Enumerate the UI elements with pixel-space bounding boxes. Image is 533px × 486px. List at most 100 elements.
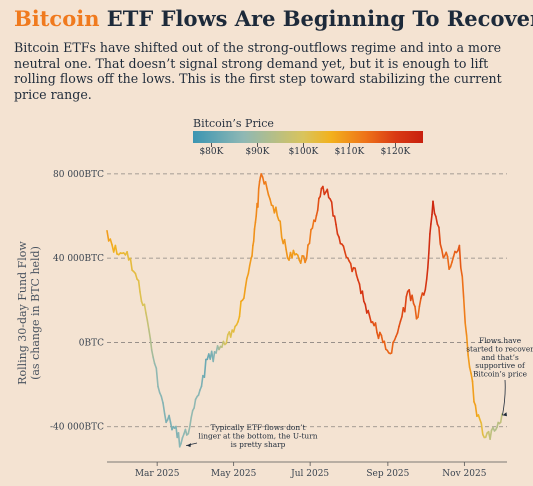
flow-line-segment [462,297,467,324]
flow-line-segment [184,428,188,436]
flow-line-segment [106,230,110,242]
legend-tick-label: $80K [199,147,224,157]
flow-line-segment [266,188,270,196]
y-tick-label: -40 000BTC [50,423,104,433]
flow-line-segment [429,223,432,235]
flow-line-segment [257,188,260,208]
flow-line-segment [427,233,431,255]
flow-line-segment [252,228,256,242]
flow-line-segment [417,305,421,318]
flow-line-segment [257,180,261,190]
flow-line-segment [355,274,359,281]
annotation-text-right: started to recover [466,344,533,353]
flow-line-segment [335,223,339,235]
flow-line-segment [333,215,337,226]
flow-line-segment [193,398,197,409]
flow-line-segment [275,206,279,217]
flow-line-segment [269,198,273,206]
flow-line-segment [253,221,257,230]
flow-line-segment [134,272,138,281]
flow-line-segment [316,197,320,212]
flow-line-segment [364,303,368,314]
legend-title: Bitcoin’s Price [193,117,274,130]
annotation-text-right: supportive of [475,361,526,370]
flow-line-segment [414,305,418,320]
x-tick-label: Jul 2025 [290,469,329,479]
flow-line-segment [126,251,130,261]
flow-line-segment [338,236,342,245]
flow-line-segment [279,220,283,239]
flow-line-segment [439,243,443,251]
legend-tick-label: $90K [245,147,270,157]
flow-line-segment [200,374,204,388]
flow-line-segment [143,303,147,314]
legend-tick [349,143,351,147]
flow-line-segment [285,248,289,259]
flow-line-segment [396,325,400,334]
flow-line-segment [398,320,402,328]
x-tick-label: Sep 2025 [366,469,409,479]
flow-line-segment [403,295,408,313]
legend-tick-label: $110K [334,147,365,157]
flow-line-segment [232,325,236,333]
flow-line-segment [299,255,304,265]
flow-line-segment [163,413,167,424]
flow-line-segment [155,367,159,388]
flow-line-segment [212,351,216,363]
flow-line-segment [180,437,184,445]
flow-line-segment [380,334,384,344]
flow-line-segment [251,244,254,257]
flow-line-segment [248,257,252,267]
flow-line-segment [244,277,248,289]
legend-tick [257,143,259,147]
legend-ticks: $80K $90K $100K $110K $120K [193,143,423,159]
annotation-arrow-right [502,379,506,416]
flow-line-segment [461,275,465,300]
flow-line-segment [418,297,422,308]
flow-line-segment [197,389,201,396]
flow-line-segment [139,291,143,303]
annotation-arrowhead-bottom [186,443,191,448]
flow-line-segment [283,238,287,251]
legend-color-bar [193,131,423,143]
flow-line-segment [203,358,207,379]
flow-line-segment [499,413,503,424]
flow-line-segment [149,337,153,351]
flow-line-segment [129,257,133,271]
flow-line-segment [145,312,149,322]
flow-line-segment [190,409,194,419]
flow-line-segment [137,279,141,293]
flow-line-segment [452,250,456,258]
flow-line-segment [358,283,362,295]
flow-line-segment [367,309,371,318]
flow-line-segment [330,201,334,217]
flow-line-segment [247,264,251,275]
annotation-arrowhead-right [502,412,507,417]
flow-line-segment [489,429,493,441]
flow-line-segment [383,340,387,351]
flow-line-segment [148,328,152,340]
flow-line-segment [411,294,415,305]
title-rest: ETF Flows Are Beginning To Recover [99,6,533,31]
flow-line-segment [471,380,475,403]
flow-line-segment [474,404,478,418]
flow-line-segment [374,322,378,334]
x-tick-label: Mar 2025 [135,469,180,479]
y-tick-label: 80 000BTC [53,170,104,180]
flow-line-segment [430,213,433,225]
annotation-text-bottom: linger at the bottom, the U-turn [198,432,317,441]
flow-line-segment [426,252,430,269]
flow-line-segment [438,226,442,245]
flow-line-segment [343,250,348,258]
flow-line-segment [314,214,318,223]
flow-line-segment [261,176,266,185]
flow-line-segment [440,248,445,259]
flow-line-segment [361,290,365,303]
flow-line-segment [468,366,472,375]
flow-line-segment [243,287,247,300]
flow-line-segment [459,266,464,278]
flow-line-segment [467,354,471,369]
flow-line-segment [157,385,161,394]
flow-line-segment [229,329,233,338]
